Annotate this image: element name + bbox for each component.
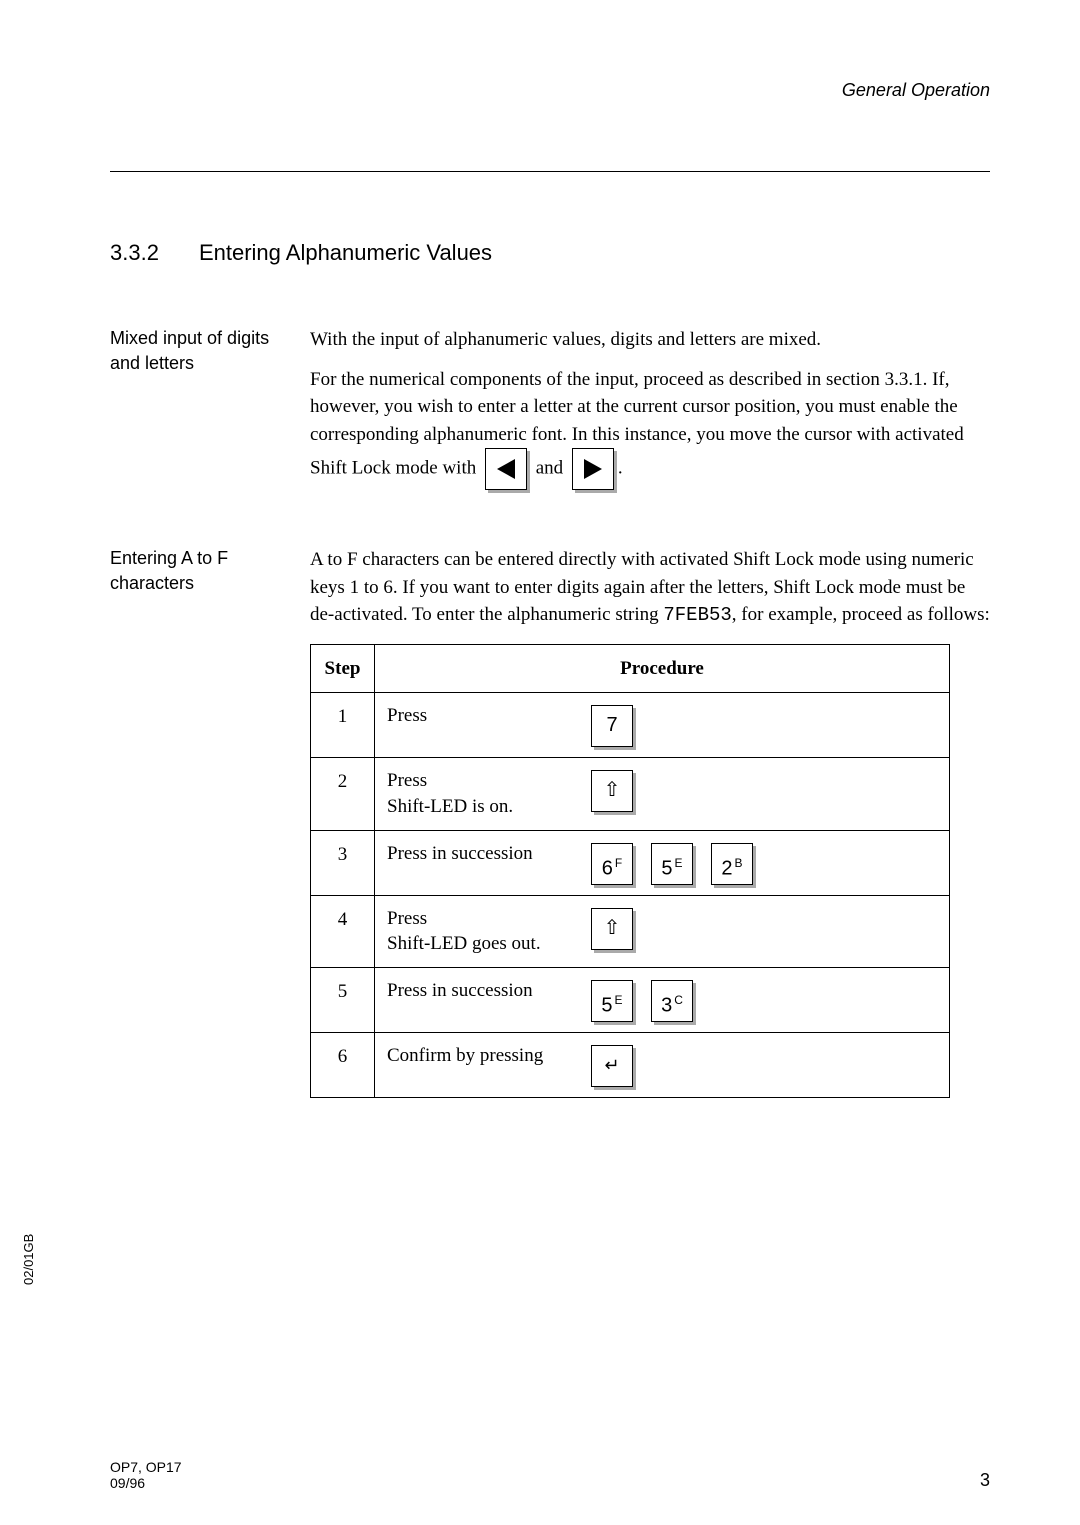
step-number: 5: [311, 967, 375, 1032]
p-atof-b: , for example, proceed as follows:: [732, 604, 990, 625]
right-arrow-icon: [584, 459, 602, 479]
step-number: 4: [311, 895, 375, 967]
body-mixed: With the input of alphanumeric values, d…: [310, 326, 990, 502]
enter-key: ↵: [591, 1045, 633, 1087]
footer-left-l1: OP7, OP17: [110, 1459, 182, 1475]
proc-keys: ⇧: [587, 906, 937, 950]
proc-keys: 6F 5E 2B: [587, 841, 937, 885]
footer-left: OP7, OP17 09/96: [110, 1459, 182, 1491]
footer: OP7, OP17 09/96 3: [110, 1459, 990, 1491]
enter-icon: ↵: [604, 1055, 619, 1075]
section-title-text: Entering Alphanumeric Values: [199, 240, 492, 265]
p-mixed-and: and: [531, 458, 568, 479]
procedure-cell: Press in succession6F 5E 2B: [375, 830, 950, 895]
th-step: Step: [311, 644, 375, 693]
shift-key: ⇧: [591, 908, 633, 950]
margin-label-atof: Entering A to F characters: [110, 546, 310, 1098]
block-mixed-input: Mixed input of digits and letters With t…: [110, 326, 990, 502]
shift-key: ⇧: [591, 770, 633, 812]
table-row: 6 Confirm by pressing ↵: [311, 1032, 950, 1097]
procedure-table: Step Procedure 1Press72PressShift-LED is…: [310, 644, 950, 1098]
margin-label-mixed: Mixed input of digits and letters: [110, 326, 310, 502]
key-3C: 3C: [651, 980, 693, 1022]
p-mixed-2: For the numerical components of the inpu…: [310, 366, 990, 491]
key-7: 7: [591, 705, 633, 747]
p-mixed-2b: .: [618, 458, 623, 479]
table-row: 2PressShift-LED is on. ⇧: [311, 758, 950, 830]
proc-text: Confirm by pressing: [387, 1043, 587, 1069]
running-header: General Operation: [110, 80, 990, 101]
step-number: 1: [311, 693, 375, 758]
right-arrow-key: [572, 448, 614, 490]
procedure-cell: Press in succession5E 3C: [375, 967, 950, 1032]
proc-keys: 7: [587, 703, 937, 747]
th-procedure: Procedure: [375, 644, 950, 693]
key-5E: 5E: [651, 843, 693, 885]
table-row: 1Press7: [311, 693, 950, 758]
footer-left-l2: 09/96: [110, 1475, 182, 1491]
section-heading: 3.3.2 Entering Alphanumeric Values: [110, 240, 990, 266]
proc-keys: 5E 3C: [587, 978, 937, 1022]
shift-icon: ⇧: [604, 779, 621, 801]
key-5E: 5E: [591, 980, 633, 1022]
proc-keys: ↵: [587, 1043, 937, 1087]
side-code: 02/01GB: [21, 1234, 36, 1285]
proc-text: PressShift-LED is on.: [387, 768, 587, 819]
procedure-cell: Confirm by pressing ↵: [375, 1032, 950, 1097]
body-atof: A to F characters can be entered directl…: [310, 546, 990, 1098]
code-7feb53: 7FEB53: [663, 604, 731, 626]
procedure-cell: Press7: [375, 693, 950, 758]
step-number: 3: [311, 830, 375, 895]
block-a-to-f: Entering A to F characters A to F charac…: [110, 546, 990, 1098]
shift-icon: ⇧: [604, 917, 621, 939]
page: General Operation 3.3.2 Entering Alphanum…: [0, 0, 1080, 1525]
table-row: 4PressShift-LED goes out. ⇧: [311, 895, 950, 967]
proc-text: PressShift-LED goes out.: [387, 906, 587, 957]
page-number: 3: [980, 1470, 990, 1491]
p-mixed-2a: For the numerical components of the inpu…: [310, 369, 964, 479]
key-2B: 2B: [711, 843, 753, 885]
step-number: 6: [311, 1032, 375, 1097]
p-atof: A to F characters can be entered directl…: [310, 546, 990, 630]
section-number: 3.3.2: [110, 240, 159, 266]
table-row: 3 Press in succession6F 5E 2B: [311, 830, 950, 895]
p-mixed-1: With the input of alphanumeric values, d…: [310, 326, 990, 354]
proc-keys: ⇧: [587, 768, 937, 812]
left-arrow-key: [485, 448, 527, 490]
step-number: 2: [311, 758, 375, 830]
key-6F: 6F: [591, 843, 633, 885]
proc-text: Press in succession: [387, 978, 587, 1004]
table-row: 5 Press in succession5E 3C: [311, 967, 950, 1032]
procedure-cell: PressShift-LED is on. ⇧: [375, 758, 950, 830]
left-arrow-icon: [497, 459, 515, 479]
header-rule: [110, 171, 990, 172]
procedure-cell: PressShift-LED goes out. ⇧: [375, 895, 950, 967]
proc-text: Press: [387, 703, 587, 729]
proc-text: Press in succession: [387, 841, 587, 867]
